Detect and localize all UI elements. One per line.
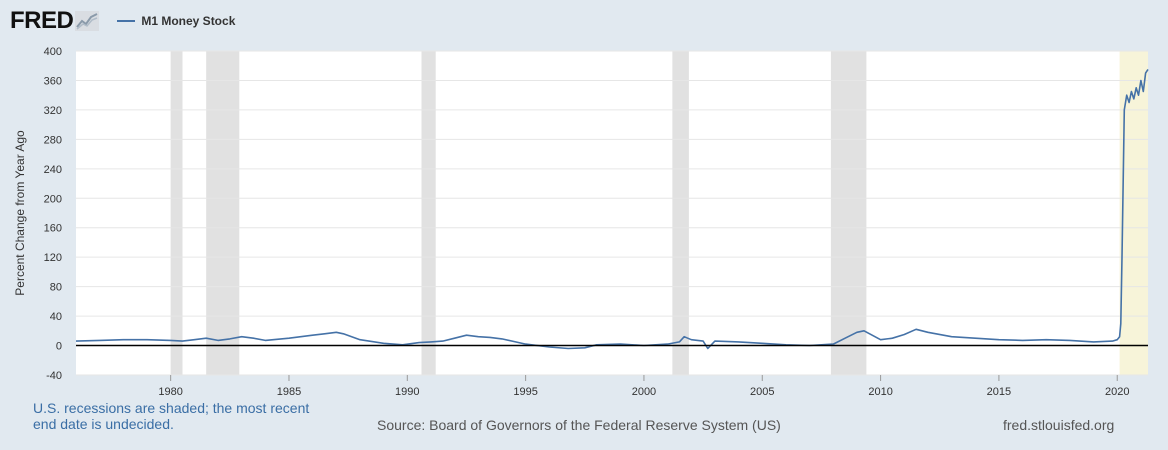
legend-swatch bbox=[117, 20, 136, 22]
y-tick-label: 120 bbox=[44, 252, 62, 264]
y-tick-label: 280 bbox=[44, 134, 62, 146]
x-tick-label: 2020 bbox=[1105, 386, 1129, 398]
y-tick-label: 0 bbox=[56, 341, 62, 353]
series-layer bbox=[75, 68, 1149, 350]
y-tick-label: 200 bbox=[44, 193, 62, 205]
fred-logo-text: FRED bbox=[10, 7, 74, 34]
x-tick-label: 2010 bbox=[868, 386, 892, 398]
header: FRED M1 Money Stock bbox=[10, 6, 235, 36]
y-axis-ticks: -40 0 40 80 120 160 200 240 280 320 360 400 bbox=[44, 46, 62, 382]
y-tick-label: 80 bbox=[50, 282, 62, 294]
x-tick-label: 2015 bbox=[987, 386, 1011, 398]
y-tick-label: 320 bbox=[44, 105, 62, 117]
recession-band bbox=[206, 51, 240, 375]
y-tick-label: 160 bbox=[44, 223, 62, 235]
recession-band bbox=[170, 51, 183, 375]
legend-label: M1 Money Stock bbox=[141, 14, 236, 28]
recession-band bbox=[672, 51, 689, 375]
x-tick-label: 1980 bbox=[158, 386, 182, 398]
y-tick-label: -40 bbox=[46, 370, 62, 382]
x-axis-ticks: 1980 1985 1990 1995 2000 2005 2010 2015 2020 bbox=[158, 375, 1129, 398]
y-tick-label: 240 bbox=[44, 164, 62, 176]
y-tick-label: 400 bbox=[44, 46, 62, 58]
x-tick-label: 1995 bbox=[513, 386, 537, 398]
y-tick-label: 360 bbox=[44, 75, 62, 87]
recession-band bbox=[830, 51, 867, 375]
y-tick-label: 40 bbox=[50, 311, 62, 323]
fred-logo[interactable]: FRED bbox=[10, 7, 100, 35]
recession-note: U.S. recessions are shaded; the most rec… bbox=[33, 400, 310, 432]
x-tick-label: 2005 bbox=[750, 386, 774, 398]
series-line-m1 bbox=[75, 68, 1149, 350]
source-text: Source: Board of Governors of the Federa… bbox=[377, 417, 781, 433]
x-tick-label: 1990 bbox=[395, 386, 419, 398]
chart-icon bbox=[75, 11, 100, 31]
legend: M1 Money Stock bbox=[117, 14, 235, 28]
recession-band bbox=[421, 51, 436, 375]
x-tick-label: 2000 bbox=[632, 386, 656, 398]
y-axis-label: Percent Change from Year Ago bbox=[13, 130, 27, 296]
gridlines bbox=[76, 50, 1148, 376]
plot-area bbox=[76, 51, 1148, 375]
source-link[interactable]: fred.stlouisfed.org bbox=[1003, 417, 1115, 433]
x-tick-label: 1985 bbox=[277, 386, 301, 398]
